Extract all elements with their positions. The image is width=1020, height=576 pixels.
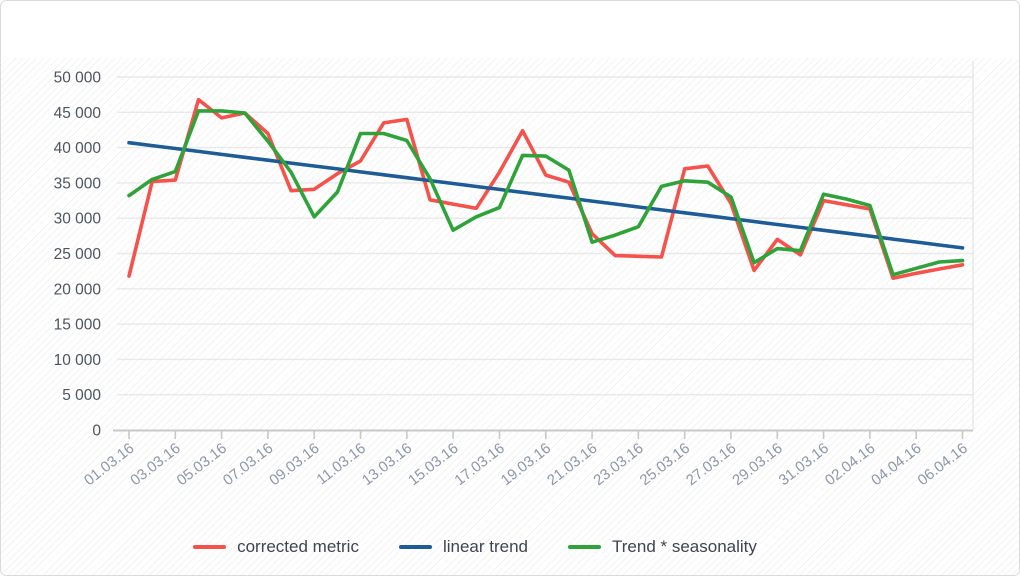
x-tick-label: 15.03.16 [405, 440, 461, 489]
x-tick-label: 23.03.16 [590, 440, 646, 489]
legend-item-trend-seasonality[interactable]: Trend * seasonality [568, 537, 757, 557]
legend-swatch-green-line [568, 544, 602, 550]
x-tick-label: 02.04.16 [822, 440, 878, 489]
x-tick-label: 03.03.16 [127, 440, 183, 489]
series-line-linear-trend [127, 140, 965, 250]
legend-label: linear trend [442, 537, 529, 556]
legend-label: Trend * seasonality [612, 537, 757, 556]
x-tick-label: 13.03.16 [359, 440, 415, 489]
y-tick-label: 10 000 [54, 352, 102, 369]
x-tick-label: 27.03.16 [683, 440, 739, 489]
legend-swatch-red-line [193, 544, 227, 550]
y-tick-label: 40 000 [54, 140, 102, 157]
y-tick-label: 0 [92, 423, 101, 440]
x-tick-label: 25.03.16 [637, 440, 693, 489]
x-tick-label: 04.04.16 [868, 440, 924, 489]
x-tick-label: 31.03.16 [776, 440, 832, 489]
y-tick-label: 25 000 [54, 246, 102, 263]
y-tick-label: 35 000 [54, 175, 102, 192]
x-tick-label: 11.03.16 [313, 440, 369, 489]
x-tick-label: 29.03.16 [729, 440, 785, 489]
x-tick-label: 06.04.16 [914, 440, 970, 489]
series-line-trend-seasonality [127, 109, 965, 277]
y-tick-label: 50 000 [54, 70, 102, 87]
x-tick-label: 07.03.16 [220, 440, 276, 489]
y-tick-label: 30 000 [54, 211, 102, 228]
x-tick-label: 05.03.16 [174, 440, 230, 489]
x-tick-label: 01.03.16 [81, 440, 137, 489]
series-line-corrected-metric [127, 97, 965, 281]
legend-swatch-blue-line [398, 544, 432, 550]
x-tick-label: 21.03.16 [544, 440, 600, 489]
gridlines [117, 76, 973, 396]
y-tick-label: 5 000 [62, 387, 101, 404]
x-tick-label: 19.03.16 [498, 440, 554, 489]
chart-legend: corrected metric linear trend Trend * se… [1, 532, 949, 562]
x-tick-label: 17.03.16 [451, 440, 507, 489]
y-tick-label: 45 000 [54, 105, 102, 122]
x-axis-labels: 01.03.1603.03.1605.03.1607.03.1609.03.16… [81, 440, 971, 489]
legend-item-linear-trend[interactable]: linear trend [398, 537, 529, 557]
y-tick-label: 15 000 [54, 317, 102, 334]
x-tick-label: 09.03.16 [266, 440, 322, 489]
legend-item-corrected-metric[interactable]: corrected metric [193, 537, 359, 557]
legend-label: corrected metric [237, 537, 359, 556]
x-axis-ticks [128, 431, 964, 439]
y-axis-labels: 0 5 000 10 000 15 000 20 000 25 000 30 000 35 0… [54, 70, 102, 440]
y-tick-label: 20 000 [54, 281, 102, 298]
